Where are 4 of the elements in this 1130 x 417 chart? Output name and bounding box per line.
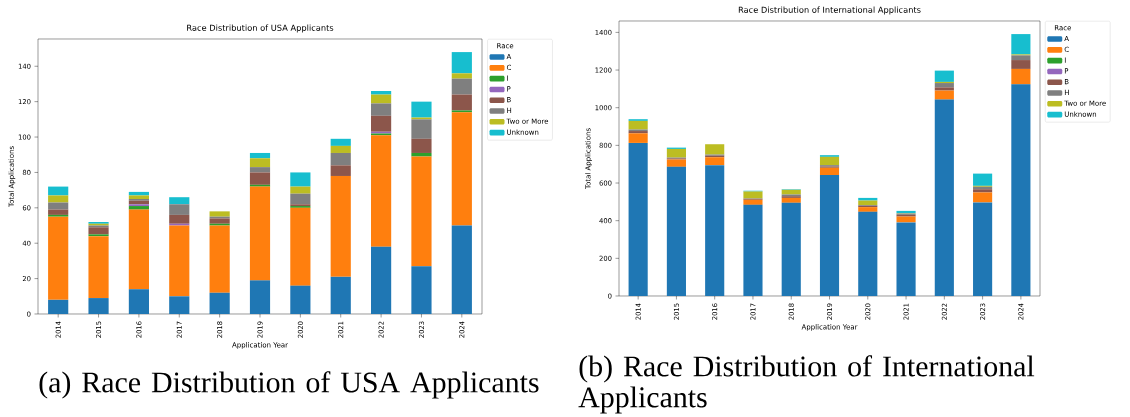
text: (a) Race Distribution of USA Applicants xyxy=(39,371,539,399)
chart-title: Race Distribution of International Applicants xyxy=(738,6,921,15)
chart-title: Race Distribution of USA Applicants xyxy=(187,24,334,33)
text: (b) Race Distribution of International Applicants xyxy=(578,355,1035,414)
